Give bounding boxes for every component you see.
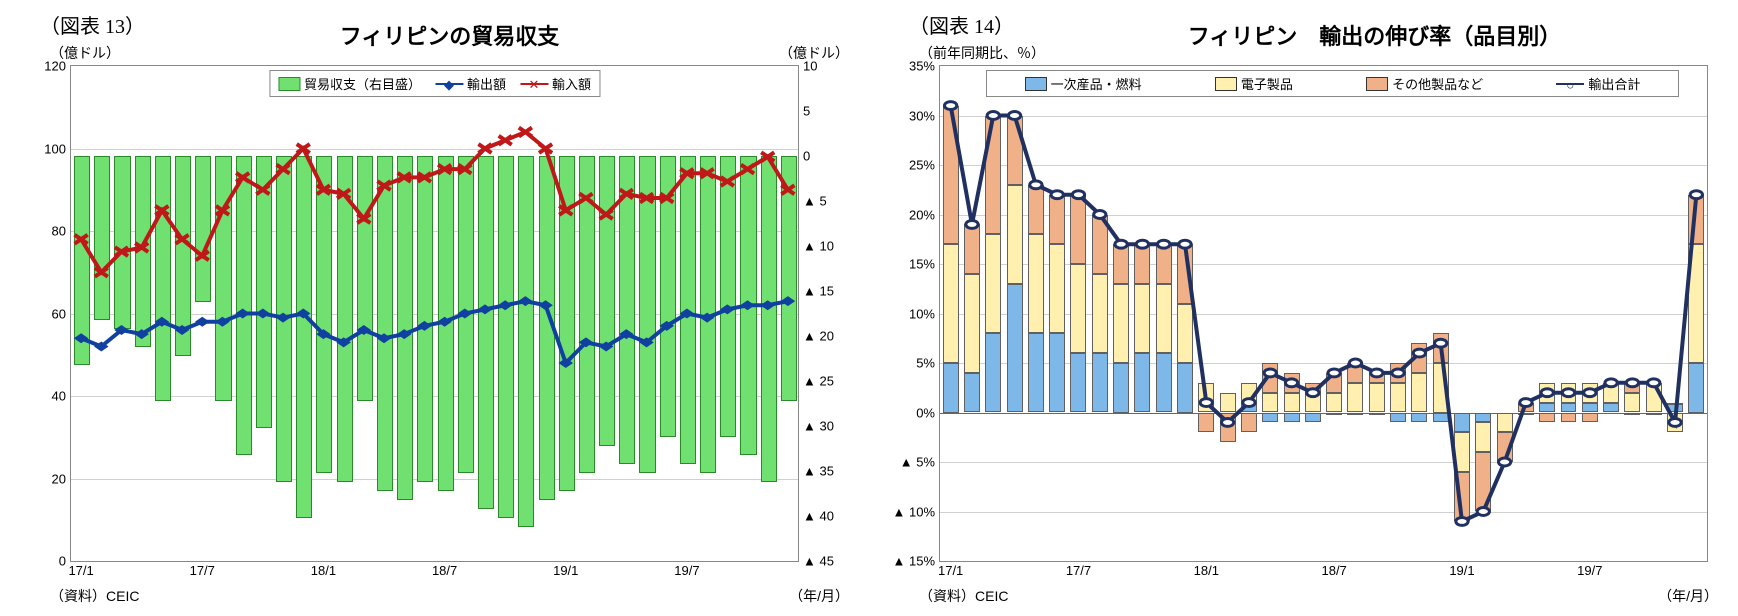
- legend-label: 一次産品・燃料: [1051, 74, 1142, 93]
- left-y-unit: （前年同期比、％）: [919, 43, 1045, 63]
- y-ticks-left: 020406080100120: [16, 66, 66, 561]
- swatch-icon: ✕: [520, 83, 548, 85]
- legend-label: 電子製品: [1241, 74, 1293, 93]
- source-label: （資料）CEIC: [919, 586, 1008, 606]
- legend-other: その他製品など: [1366, 74, 1483, 93]
- swatch-icon: ○: [1556, 83, 1584, 85]
- source-label: （資料）CEIC: [50, 586, 139, 606]
- axis-units: （億ドル） フィリピンの貿易収支 （億ドル）: [10, 43, 859, 63]
- legend-balance: 貿易収支（右目盛）: [278, 74, 421, 93]
- legend-label: その他製品など: [1392, 74, 1483, 93]
- swatch-icon: [1366, 77, 1388, 91]
- chart-title: フィリピンの貿易収支: [340, 19, 560, 61]
- y-ticks-right: ▲ 45▲ 40▲ 35▲ 30▲ 25▲ 20▲ 15▲ 10▲ 50510: [803, 66, 853, 561]
- lines-layer: [71, 66, 798, 561]
- legend-label: 貿易収支（右目盛）: [304, 74, 421, 93]
- chart-13-panel: （図表 13） （億ドル） フィリピンの貿易収支 （億ドル） 貿易収支（右目盛）…: [10, 10, 859, 606]
- y-ticks-left: ▲ 15%▲ 10%▲ 5%0%5%10%15%20%25%30%35%: [885, 66, 935, 561]
- plot-area: 貿易収支（右目盛） ◆ 輸出額 ✕ 輸入額 020406080100120 ▲ …: [70, 65, 799, 562]
- legend-imports: ✕ 輸入額: [520, 74, 591, 93]
- legend: 貿易収支（右目盛） ◆ 輸出額 ✕ 輸入額: [269, 70, 600, 97]
- legend-label: 輸出合計: [1588, 74, 1640, 93]
- swatch-icon: [278, 77, 300, 91]
- chart-footer: （資料）CEIC （年/月）: [919, 586, 1718, 606]
- chart-footer: （資料）CEIC （年/月）: [50, 586, 849, 606]
- legend: 一次産品・燃料 電子製品 その他製品など ○ 輸出合計: [986, 70, 1679, 97]
- x-axis-label: （年/月）: [1658, 586, 1718, 606]
- plot-area: 一次産品・燃料 電子製品 その他製品など ○ 輸出合計 ▲ 15%▲ 10%▲ …: [939, 65, 1708, 562]
- legend-primary: 一次産品・燃料: [1025, 74, 1142, 93]
- x-ticks: 17/117/718/118/719/119/7: [940, 563, 1707, 583]
- x-ticks: 17/117/718/118/719/119/7: [71, 563, 798, 583]
- legend-label: 輸入額: [552, 74, 591, 93]
- chart-title: フィリピン 輸出の伸び率（品目別）: [1188, 19, 1562, 61]
- legend-exports: ◆ 輸出額: [435, 74, 506, 93]
- legend-electronics: 電子製品: [1215, 74, 1293, 93]
- swatch-icon: [1025, 77, 1047, 91]
- legend-label: 輸出額: [467, 74, 506, 93]
- legend-total: ○ 輸出合計: [1556, 74, 1640, 93]
- swatch-icon: [1215, 77, 1237, 91]
- axis-units: （前年同期比、％） フィリピン 輸出の伸び率（品目別）: [879, 43, 1728, 63]
- x-axis-label: （年/月）: [789, 586, 849, 606]
- chart-14-panel: （図表 14） （前年同期比、％） フィリピン 輸出の伸び率（品目別） 一次産品…: [879, 10, 1728, 606]
- lines-layer: [940, 66, 1707, 561]
- swatch-icon: ◆: [435, 83, 463, 85]
